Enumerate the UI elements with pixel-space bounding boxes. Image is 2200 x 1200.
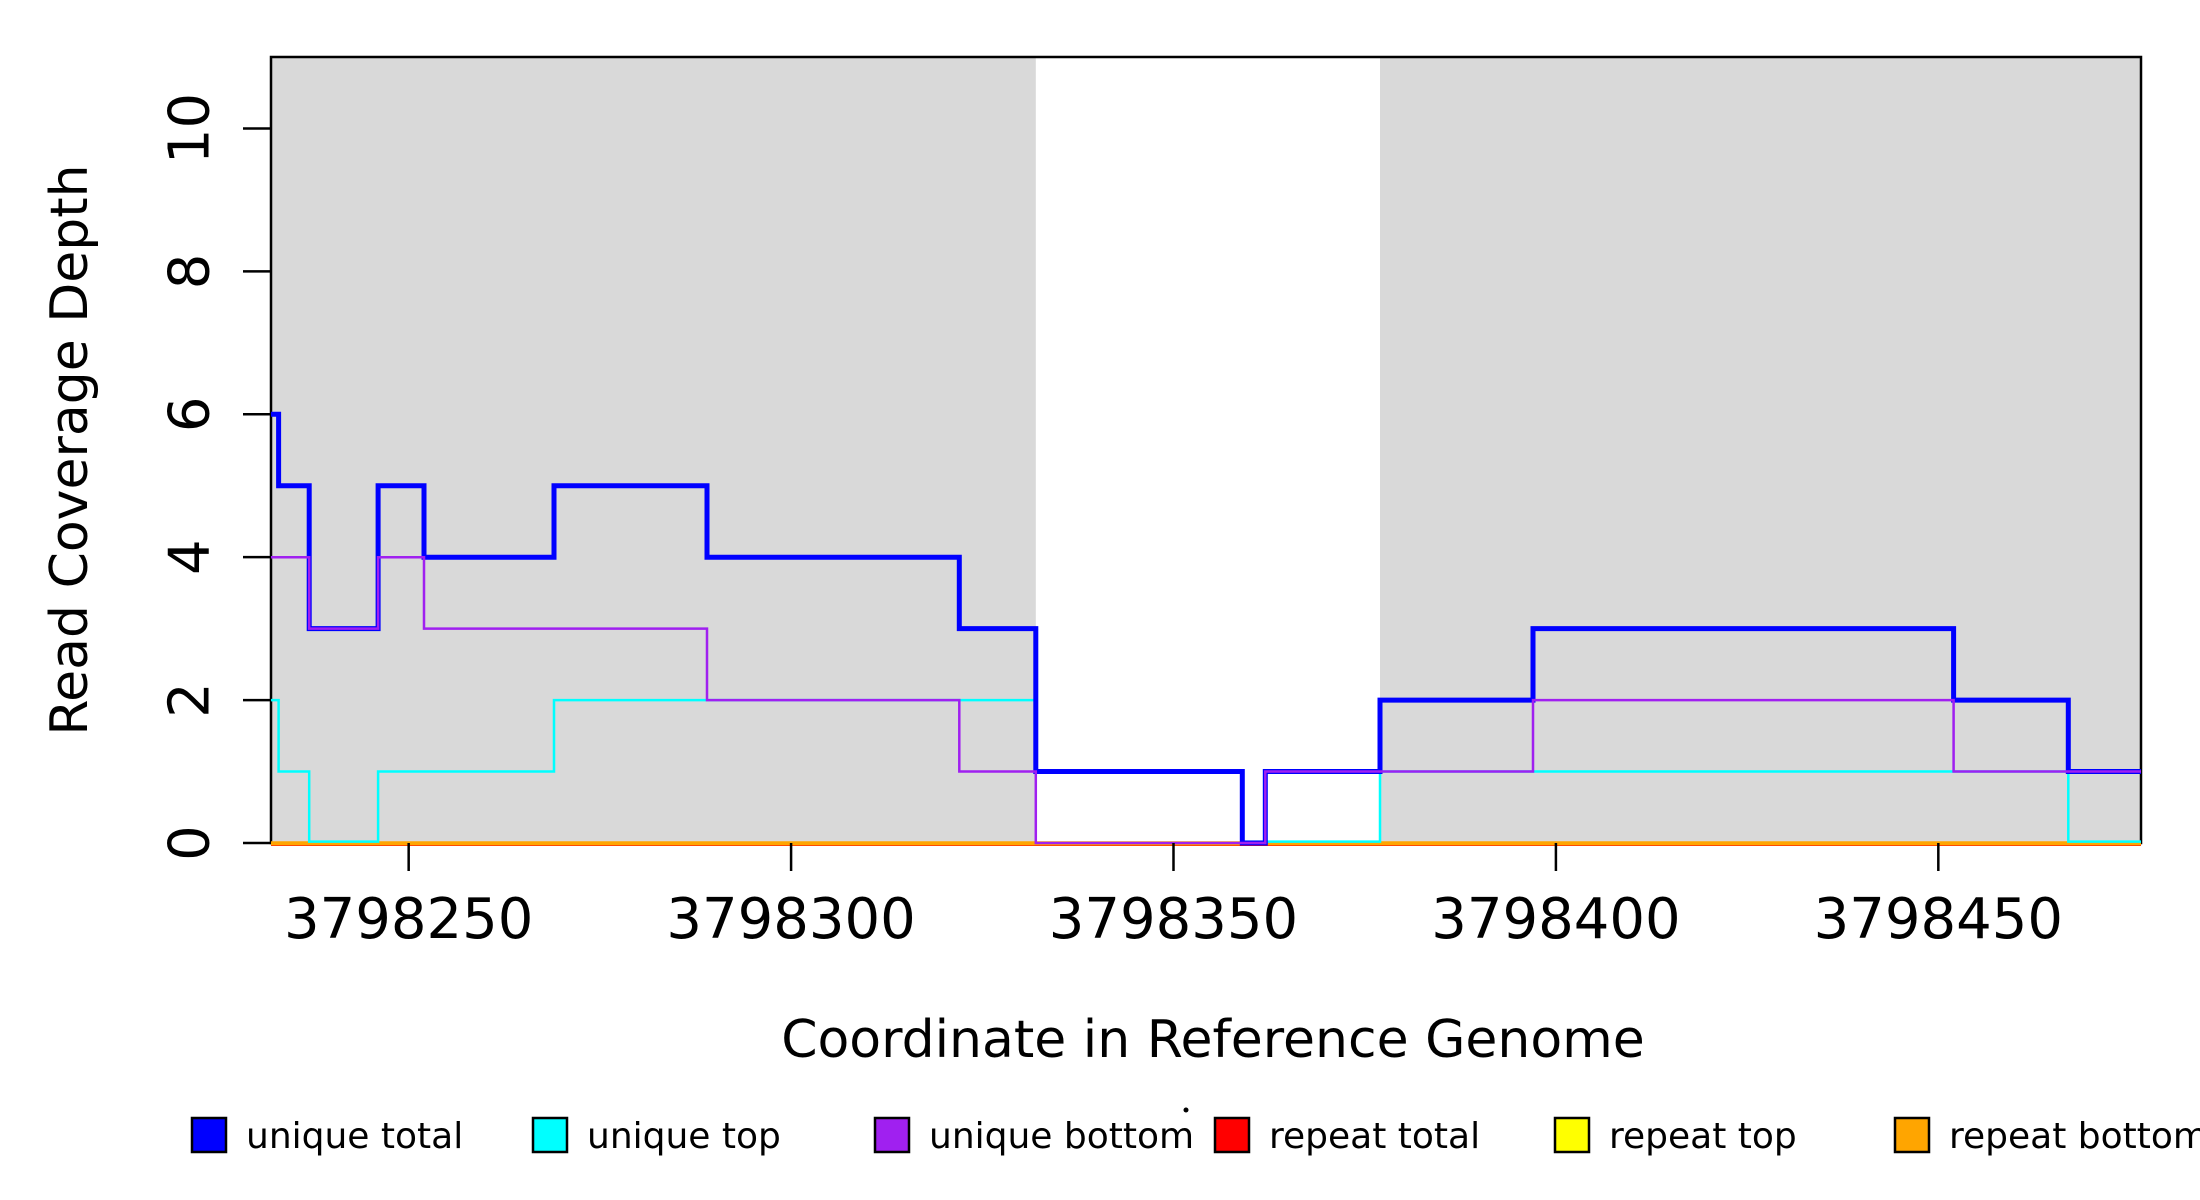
y-tick-label: 8: [158, 254, 223, 290]
series-line-unique-bottom: [271, 555, 2141, 845]
legend: unique total unique top unique bottom repea…: [190, 1116, 2200, 1157]
y-tick-label: 6: [158, 396, 223, 432]
x-tick-label: 3798400: [1431, 887, 1680, 952]
x-tick-label: 3798300: [666, 887, 915, 952]
y-tick-label: 4: [158, 539, 223, 575]
legend-swatch-repeat-total: [1213, 1116, 1251, 1154]
axis-ticks-layer: 3798250 3798300 3798350 3798400 3798450 0 2 4 6 8…: [158, 93, 2064, 952]
legend-label-unique-top: unique top: [587, 1116, 781, 1157]
legend-label-repeat-total: repeat total: [1269, 1116, 1480, 1157]
shaded-region-right: [1379, 57, 2141, 843]
y-tick-label: 2: [158, 682, 223, 718]
series-layer: [271, 411, 2141, 847]
legend-label-unique-total: unique total: [246, 1116, 463, 1157]
legend-swatch-repeat-top: [1553, 1116, 1591, 1154]
legend-label-unique-bottom: unique bottom: [929, 1116, 1194, 1157]
legend-label-repeat-bottom: repeat bottom: [1949, 1116, 2200, 1157]
legend-swatch-unique-total: [190, 1116, 228, 1154]
legend-swatch-unique-top: [531, 1116, 569, 1154]
x-axis-title: Coordinate in Reference Genome: [781, 1010, 1645, 1070]
y-axis-title: Read Coverage Depth: [40, 164, 100, 735]
x-tick-label: 3798450: [1814, 887, 2063, 952]
stray-dot-artifact: [1183, 1107, 1189, 1113]
shaded-regions-layer: [271, 57, 2141, 843]
y-tick-label: 10: [158, 93, 223, 164]
x-tick-label: 3798350: [1049, 887, 1298, 952]
legend-swatch-unique-bottom: [873, 1116, 911, 1154]
legend-swatch-repeat-bottom: [1893, 1116, 1931, 1154]
y-tick-label: 0: [158, 825, 223, 861]
legend-label-repeat-top: repeat top: [1609, 1116, 1797, 1157]
shaded-region-left: [271, 57, 1036, 843]
x-tick-label: 3798250: [284, 887, 533, 952]
